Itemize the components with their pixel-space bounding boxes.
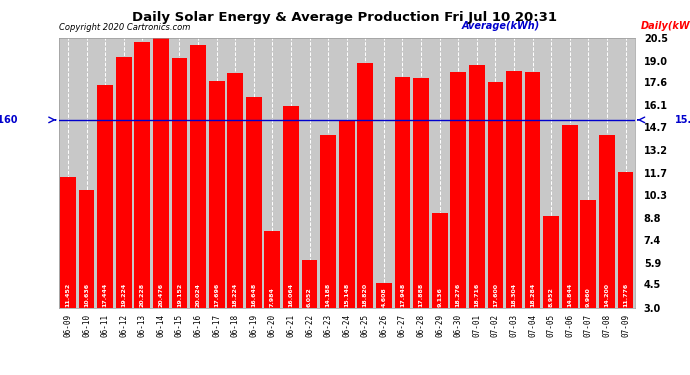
Bar xyxy=(153,38,169,308)
Text: 19.224: 19.224 xyxy=(121,282,126,307)
Bar xyxy=(562,125,578,308)
Bar xyxy=(451,72,466,308)
Bar xyxy=(227,73,243,308)
Text: Daily(kWh): Daily(kWh) xyxy=(640,21,690,31)
Text: 9.960: 9.960 xyxy=(586,287,591,307)
Bar xyxy=(172,58,188,308)
Text: 18.284: 18.284 xyxy=(530,282,535,307)
Text: 15.160: 15.160 xyxy=(0,115,19,125)
Text: 17.948: 17.948 xyxy=(400,282,405,307)
Bar xyxy=(79,190,95,308)
Text: 16.648: 16.648 xyxy=(251,282,256,307)
Bar xyxy=(264,231,280,308)
Bar xyxy=(246,97,262,308)
Text: 8.952: 8.952 xyxy=(549,287,553,307)
Text: 17.888: 17.888 xyxy=(419,282,424,307)
Bar xyxy=(209,81,224,308)
Bar xyxy=(357,63,373,308)
Text: 11.776: 11.776 xyxy=(623,282,628,307)
Text: 17.600: 17.600 xyxy=(493,283,498,307)
Text: 17.696: 17.696 xyxy=(214,282,219,307)
Bar xyxy=(469,65,484,308)
Text: 14.200: 14.200 xyxy=(604,283,609,307)
Bar xyxy=(488,82,503,308)
Bar xyxy=(432,213,448,308)
Text: 9.136: 9.136 xyxy=(437,287,442,307)
Text: 18.716: 18.716 xyxy=(474,282,480,307)
Text: 15.148: 15.148 xyxy=(344,282,349,307)
Text: Daily Solar Energy & Average Production Fri Jul 10 20:31: Daily Solar Energy & Average Production … xyxy=(132,11,558,24)
Text: 4.608: 4.608 xyxy=(382,287,386,307)
Bar xyxy=(339,120,355,308)
Bar xyxy=(116,57,132,308)
Text: 20.024: 20.024 xyxy=(195,283,201,307)
Bar xyxy=(190,45,206,308)
Bar xyxy=(97,85,113,308)
Text: 19.152: 19.152 xyxy=(177,282,182,307)
Text: 14.188: 14.188 xyxy=(326,282,331,307)
Bar xyxy=(320,135,336,308)
Text: 18.304: 18.304 xyxy=(511,283,517,307)
Text: 11.452: 11.452 xyxy=(66,282,70,307)
Text: 20.228: 20.228 xyxy=(140,283,145,307)
Text: 6.052: 6.052 xyxy=(307,287,312,307)
Bar xyxy=(506,71,522,308)
Text: 15.160: 15.160 xyxy=(675,115,690,125)
Text: 7.984: 7.984 xyxy=(270,287,275,307)
Bar xyxy=(283,106,299,307)
Text: 20.476: 20.476 xyxy=(159,283,164,307)
Bar xyxy=(376,283,392,308)
Bar xyxy=(618,172,633,308)
Text: Copyright 2020 Cartronics.com: Copyright 2020 Cartronics.com xyxy=(59,23,190,32)
Bar xyxy=(135,42,150,308)
Text: 10.636: 10.636 xyxy=(84,283,89,307)
Bar xyxy=(543,216,559,308)
Bar xyxy=(302,260,317,308)
Bar xyxy=(580,200,596,308)
Bar xyxy=(524,72,540,308)
Bar xyxy=(395,77,411,308)
Text: 14.844: 14.844 xyxy=(567,282,572,307)
Text: 18.276: 18.276 xyxy=(455,282,461,307)
Bar xyxy=(599,135,615,308)
Text: 16.064: 16.064 xyxy=(288,283,293,307)
Text: Average(kWh): Average(kWh) xyxy=(462,21,540,31)
Bar xyxy=(60,177,76,308)
Text: 18.820: 18.820 xyxy=(363,283,368,307)
Text: 17.444: 17.444 xyxy=(103,282,108,307)
Text: 18.224: 18.224 xyxy=(233,282,238,307)
Bar xyxy=(413,78,429,308)
